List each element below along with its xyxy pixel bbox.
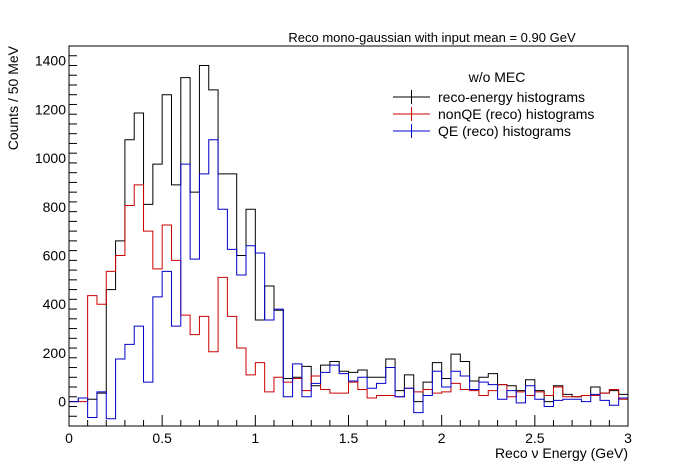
x-axis-title: Reco ν Energy (GeV)	[495, 445, 628, 461]
legend-label: QE (reco) histograms	[438, 123, 571, 139]
y-tick-label: 800	[43, 199, 67, 215]
y-tick-label: 0	[58, 394, 66, 410]
legend-entry: QE (reco) histograms	[393, 123, 571, 139]
legend-entry: nonQE (reco) histograms	[393, 106, 594, 122]
y-tick-label: 1400	[35, 53, 66, 69]
series-line-2	[69, 139, 628, 420]
x-tick-label: 1	[251, 430, 259, 446]
y-tick-label: 600	[43, 247, 67, 263]
y-axis-title: Counts / 50 MeV	[5, 45, 21, 150]
legend-entry: reco-energy histograms	[393, 89, 585, 105]
y-tick-label: 400	[43, 296, 67, 312]
x-tick-label: 0	[65, 430, 73, 446]
legend-label: reco-energy histograms	[438, 89, 585, 105]
series-line-0	[69, 64, 628, 403]
y-tick-label: 1000	[35, 150, 66, 166]
legend-label: nonQE (reco) histograms	[438, 106, 594, 122]
x-tick-label: 2.5	[525, 430, 545, 446]
x-tick-label: 2	[438, 430, 446, 446]
y-tick-label: 200	[43, 345, 67, 361]
legend-title: w/o MEC	[468, 69, 526, 85]
y-tick-label: 1200	[35, 101, 66, 117]
x-tick-label: 0.5	[152, 430, 172, 446]
x-tick-label: 3	[624, 430, 632, 446]
x-tick-label: 1.5	[339, 430, 359, 446]
y-axis: 0 200 400 600 800 1000 1200 1400	[35, 45, 77, 427]
chart-title: Reco mono-gaussian with input mean = 0.9…	[288, 30, 576, 45]
plot-area	[69, 64, 628, 420]
x-axis: 0 0.5 1 1.5 2 2.5 3	[65, 415, 632, 446]
